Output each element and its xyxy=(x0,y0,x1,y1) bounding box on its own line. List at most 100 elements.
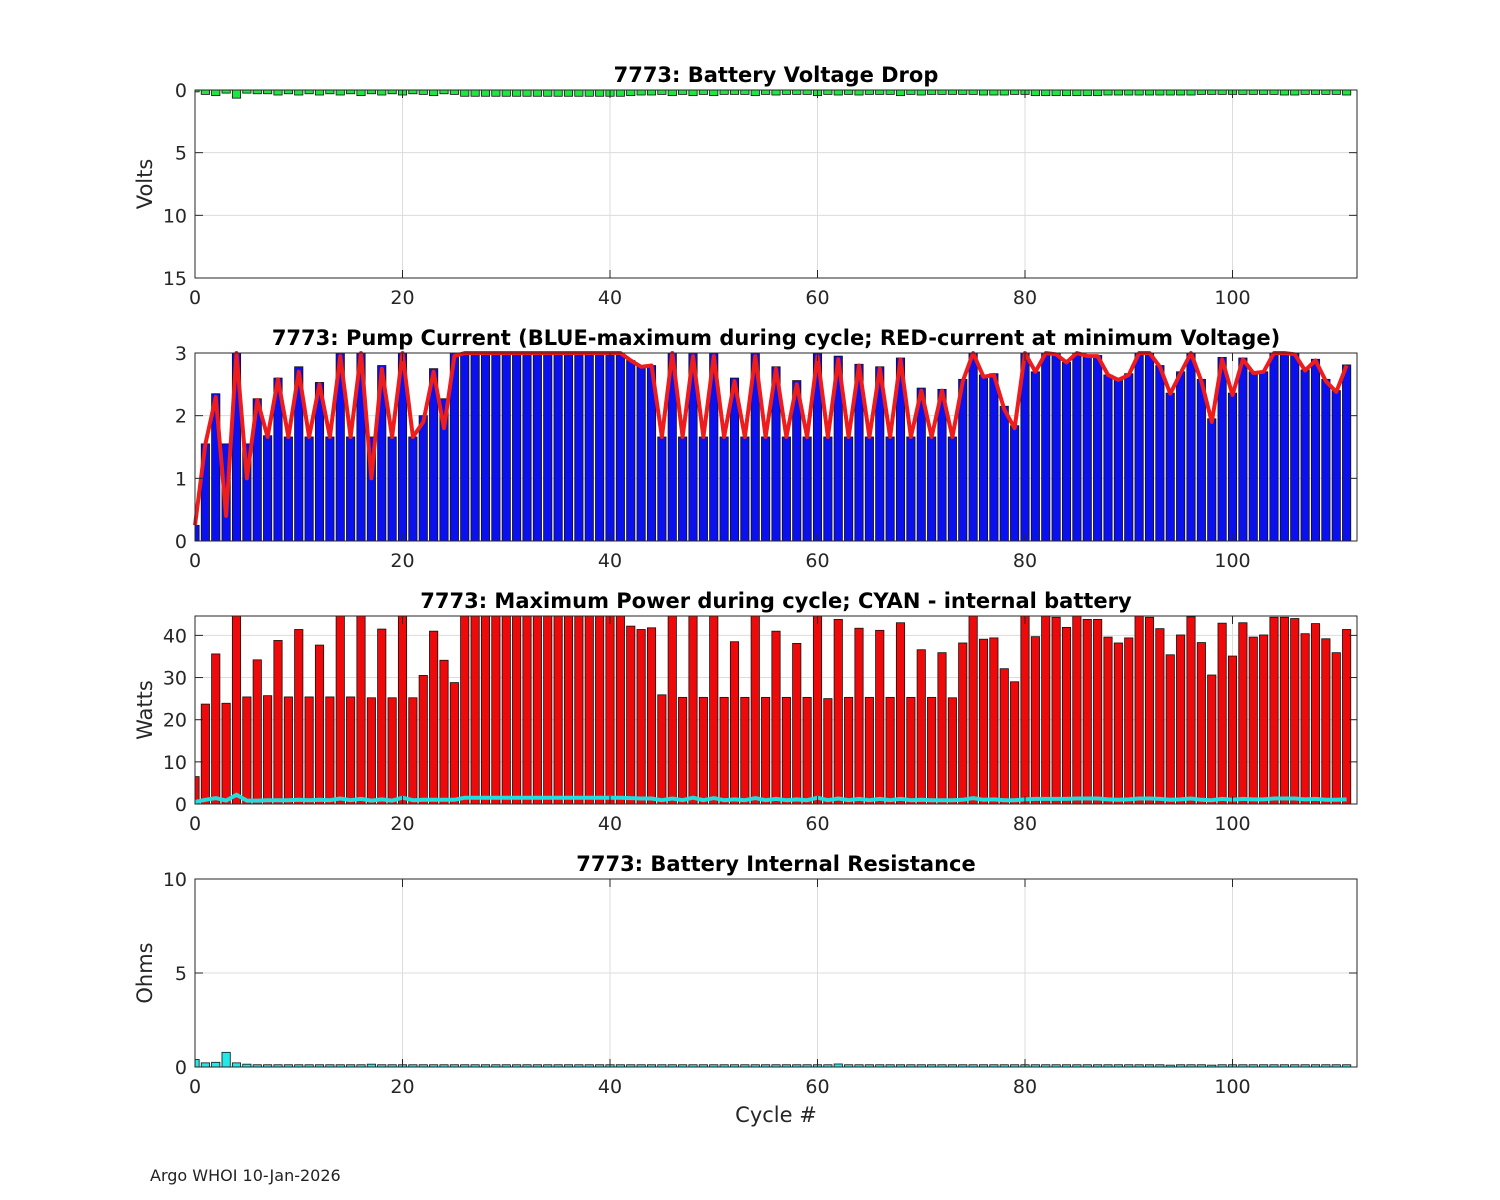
bar xyxy=(781,89,791,95)
bar xyxy=(1259,89,1269,95)
bar xyxy=(698,436,708,542)
bar xyxy=(480,89,491,97)
bar xyxy=(978,89,989,96)
bar xyxy=(864,89,874,95)
bar xyxy=(408,436,418,542)
bar xyxy=(1176,634,1186,805)
bar xyxy=(812,615,823,805)
bar xyxy=(1279,89,1289,96)
bar xyxy=(522,615,532,805)
bar xyxy=(335,615,345,805)
bar xyxy=(408,89,418,95)
bar xyxy=(999,89,1009,96)
bar xyxy=(1010,89,1020,95)
x-tick-label: 80 xyxy=(1013,287,1037,309)
panel-resistance: 0 20 40 60 80 100 0 5 10 7773: Battery Internal R… xyxy=(133,852,1358,1127)
bar xyxy=(1248,371,1258,542)
bar xyxy=(1331,652,1341,805)
bar xyxy=(989,637,999,805)
bar xyxy=(460,89,470,97)
bar xyxy=(325,89,335,95)
bar xyxy=(605,615,615,805)
bar xyxy=(1279,352,1289,542)
x-tick-label: 80 xyxy=(1013,813,1037,835)
bar xyxy=(792,642,802,805)
bar xyxy=(1093,355,1103,542)
bar xyxy=(709,615,719,805)
bar xyxy=(1051,352,1061,542)
bar xyxy=(1113,642,1123,805)
x-tick-label: 60 xyxy=(805,550,829,572)
bar xyxy=(294,89,304,96)
y-tick-label: 10 xyxy=(163,205,187,227)
x-tick-label: 20 xyxy=(390,287,414,309)
chart-title: 7773: Battery Internal Resistance xyxy=(576,852,976,876)
bar xyxy=(1144,89,1155,96)
bar xyxy=(626,360,636,542)
bar xyxy=(387,89,397,95)
bar xyxy=(1061,89,1072,97)
x-tick-label: 60 xyxy=(805,813,829,835)
bar xyxy=(304,436,314,542)
bar xyxy=(325,436,335,542)
bar xyxy=(211,1061,221,1068)
bar xyxy=(1072,615,1082,805)
y-axis-label: Volts xyxy=(133,159,157,210)
bar xyxy=(740,89,750,95)
bar xyxy=(895,622,906,805)
bar xyxy=(418,89,428,95)
bar xyxy=(1061,626,1072,805)
bar xyxy=(761,436,771,542)
bar xyxy=(1082,618,1092,805)
chart-title: 7773: Pump Current (BLUE-maximum during … xyxy=(272,326,1280,350)
bar xyxy=(366,89,376,95)
bar xyxy=(864,436,874,542)
bar xyxy=(512,352,522,542)
y-tick-label: 10 xyxy=(163,869,187,891)
bar xyxy=(480,615,491,805)
y-tick-label: 15 xyxy=(163,268,187,290)
bar xyxy=(1020,615,1030,805)
bar xyxy=(1072,89,1082,97)
bar xyxy=(1342,629,1352,805)
bar xyxy=(781,436,791,542)
bar xyxy=(532,352,542,542)
bar xyxy=(418,675,428,805)
y-tick-label: 40 xyxy=(163,625,187,647)
bar xyxy=(978,638,989,805)
bar xyxy=(522,352,532,542)
bar xyxy=(833,89,843,96)
x-tick-label: 0 xyxy=(189,287,201,309)
x-tick-label: 40 xyxy=(598,287,622,309)
bar xyxy=(1093,618,1103,805)
bar xyxy=(1113,89,1123,96)
bar xyxy=(429,89,439,97)
bar xyxy=(771,630,781,805)
bar xyxy=(802,436,812,542)
panel-voltage: 0 20 40 60 80 100 0 5 10 15 7773: Battery Voltage … xyxy=(133,63,1358,309)
x-tick-label: 0 xyxy=(189,550,201,572)
bar xyxy=(491,615,501,805)
bar xyxy=(761,696,771,805)
y-tick-label: 3 xyxy=(175,343,187,365)
bar xyxy=(1134,352,1144,542)
bar xyxy=(1259,634,1269,805)
x-tick-label: 60 xyxy=(805,1076,829,1098)
bar xyxy=(460,615,470,805)
bar xyxy=(729,641,740,805)
panel-power: 0 20 40 60 80 100 0 10 20 30 40 7773: Maximum Power… xyxy=(133,589,1358,835)
bar xyxy=(1269,89,1279,95)
bar xyxy=(1103,89,1113,96)
bar xyxy=(802,89,812,95)
bar xyxy=(1093,89,1103,97)
bar xyxy=(1196,89,1206,95)
bar xyxy=(688,89,698,97)
bar xyxy=(221,1051,231,1068)
axes-box xyxy=(194,352,1358,542)
bar xyxy=(916,649,926,805)
x-tick-label: 20 xyxy=(390,550,414,572)
bar xyxy=(875,89,885,95)
bar xyxy=(200,89,210,95)
bar xyxy=(968,615,978,805)
